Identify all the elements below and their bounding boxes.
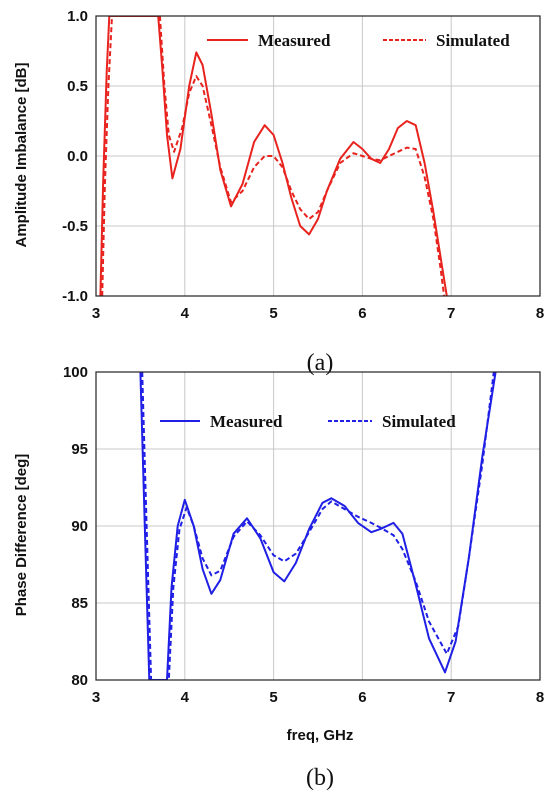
y-tick-label-b: 100 [63, 364, 88, 381]
x-tick-label-b: 7 [447, 689, 455, 706]
series-line-simulated-b [141, 372, 495, 680]
y-tick-label-a: -1.0 [62, 288, 88, 305]
y-tick-label-a: 0.5 [67, 78, 88, 95]
y-tick-label-a: 1.0 [67, 8, 88, 25]
y-tick-label-b: 95 [71, 441, 88, 458]
series-line-measured-b [139, 372, 497, 680]
y-tick-label-b: 80 [71, 672, 88, 689]
x-tick-label-a: 5 [269, 305, 277, 322]
plot-frame-b [95, 371, 541, 681]
xlabel-b: freq, GHz [287, 727, 354, 744]
series-line-simulated-a [101, 16, 446, 296]
ylabel-b: Phase Difference [deg] [13, 454, 30, 617]
legend-label-simulated-b: Simulated [382, 412, 456, 431]
y-tick-label-b: 85 [71, 595, 88, 612]
x-tick-label-b: 4 [181, 689, 190, 706]
plot-frame-a [95, 15, 541, 297]
x-tick-label-a: 6 [358, 305, 366, 322]
x-tick-label-b: 3 [92, 689, 100, 706]
legend-label-measured-a: Measured [258, 31, 331, 50]
ylabel-a: Amplitude Imbalance [dB] [13, 62, 30, 247]
x-tick-label-b: 8 [536, 689, 544, 706]
y-tick-label-b: 90 [71, 518, 88, 535]
legend-label-measured-b: Measured [210, 412, 283, 431]
amplitude-imbalance-chart: Amplitude Imbalance [dB] (a) 3 4 5 6 7 81.00.… [13, 8, 544, 376]
x-tick-label-a: 7 [447, 305, 455, 322]
y-tick-label-a: -0.5 [62, 218, 88, 235]
x-tick-label-a: 8 [536, 305, 544, 322]
x-tick-label-a: 4 [181, 305, 190, 322]
x-tick-label-b: 6 [358, 689, 366, 706]
caption-b: (b) [306, 765, 334, 791]
phase-difference-chart: Phase Difference [deg] freq, GHz (b) 3 4 5… [13, 364, 544, 791]
legend-label-simulated-a: Simulated [436, 31, 510, 50]
x-tick-label-b: 5 [269, 689, 277, 706]
y-tick-label-a: 0.0 [67, 148, 88, 165]
x-tick-label-a: 3 [92, 305, 100, 322]
series-line-measured-a [99, 16, 448, 296]
